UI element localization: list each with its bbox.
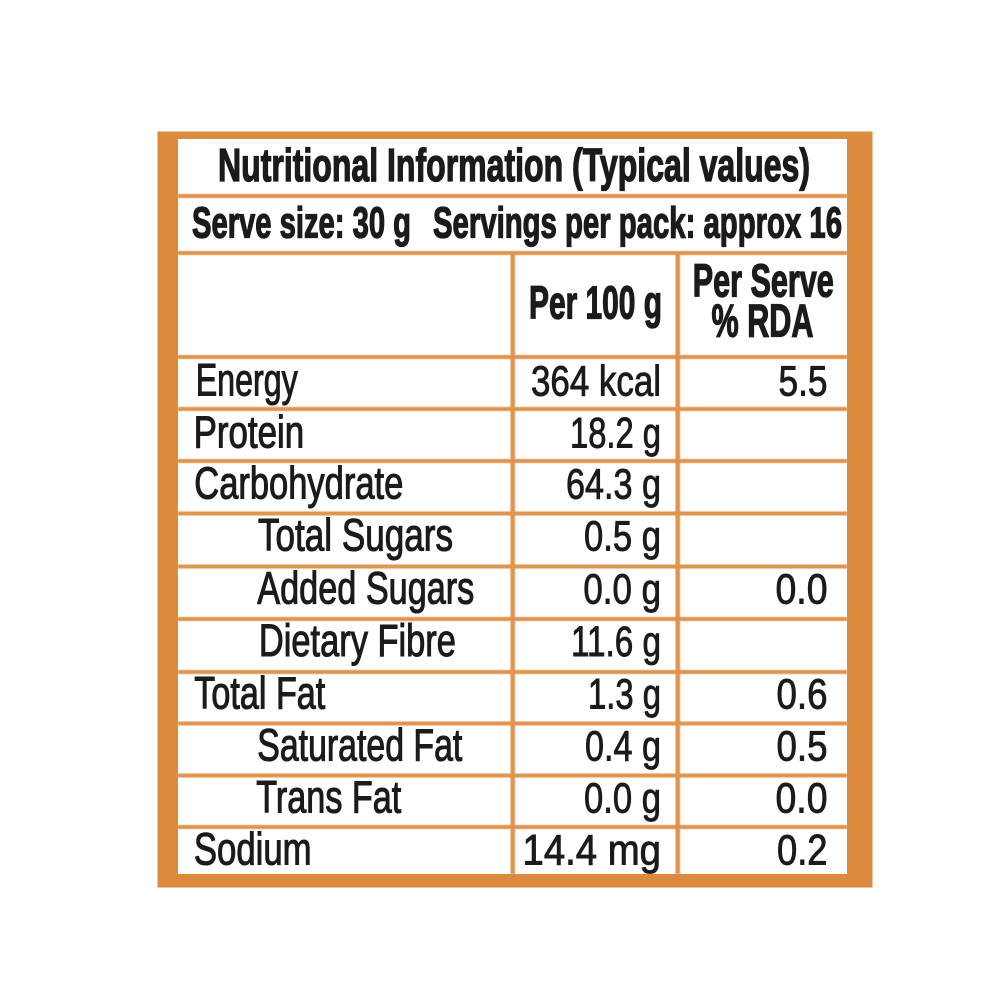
svg-text:Total Sugars: Total Sugars xyxy=(258,510,453,561)
svg-text:1.3 g: 1.3 g xyxy=(588,671,661,719)
svg-text:Sodium: Sodium xyxy=(194,824,312,875)
svg-text:Carbohydrate: Carbohydrate xyxy=(194,458,403,509)
svg-text:0.5 g: 0.5 g xyxy=(584,513,661,561)
svg-text:Servings per pack: approx 16: Servings per pack: approx 16 xyxy=(433,199,842,248)
svg-text:Energy: Energy xyxy=(196,355,298,406)
svg-text:18.2 g: 18.2 g xyxy=(570,410,661,458)
svg-text:0.0 g: 0.0 g xyxy=(583,566,661,614)
svg-text:Dietary Fibre: Dietary Fibre xyxy=(259,615,456,666)
svg-text:64.3 g: 64.3 g xyxy=(566,461,661,509)
svg-text:0.6: 0.6 xyxy=(777,671,828,719)
svg-text:0.0: 0.0 xyxy=(776,566,828,614)
svg-text:Per 100 g: Per 100 g xyxy=(529,277,662,329)
svg-text:Nutritional Information (Typic: Nutritional Information (Typical values) xyxy=(218,139,810,191)
svg-text:0.0: 0.0 xyxy=(776,775,828,823)
svg-text:Total Fat: Total Fat xyxy=(194,668,325,719)
svg-text:0.4 g: 0.4 g xyxy=(585,723,661,771)
svg-text:Per Serve: Per Serve xyxy=(693,255,834,307)
svg-text:Serve size: 30 g: Serve size: 30 g xyxy=(192,199,411,248)
svg-text:14.4 mg: 14.4 mg xyxy=(523,827,662,875)
svg-text:0.0 g: 0.0 g xyxy=(584,775,661,823)
svg-text:Added Sugars: Added Sugars xyxy=(257,563,474,614)
svg-text:0.2: 0.2 xyxy=(777,827,828,875)
svg-text:5.5: 5.5 xyxy=(779,358,828,406)
svg-text:% RDA: % RDA xyxy=(712,295,814,347)
svg-text:364 kcal: 364 kcal xyxy=(531,358,661,406)
svg-text:11.6 g: 11.6 g xyxy=(571,618,661,666)
svg-text:Protein: Protein xyxy=(194,407,305,458)
svg-text:0.5: 0.5 xyxy=(777,723,828,771)
svg-text:Saturated Fat: Saturated Fat xyxy=(257,720,462,771)
svg-text:Trans Fat: Trans Fat xyxy=(256,772,401,823)
